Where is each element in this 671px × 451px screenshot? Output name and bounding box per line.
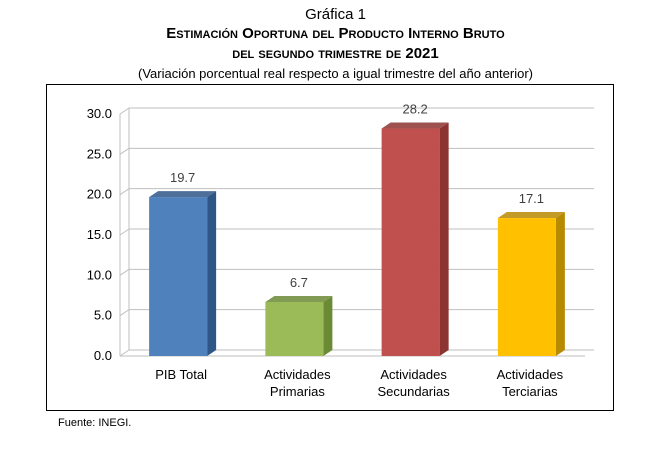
gridline-depth — [119, 107, 130, 115]
y-tick-label: 15.0 — [87, 227, 112, 242]
x-tick-label: Actividades — [380, 367, 447, 382]
bar-top — [149, 191, 217, 198]
x-tick-label: Terciarias — [502, 384, 558, 399]
bar-side — [439, 122, 449, 356]
bar — [149, 197, 208, 356]
bar-chart: 0.0 5.0 10.0 15.0 20.0 25.0 30.0 19.7 PIB Total 6… — [87, 102, 594, 399]
bar-top — [265, 295, 333, 302]
bar — [497, 218, 556, 356]
y-tick-label: 30.0 — [87, 106, 112, 121]
y-tick-label: 20.0 — [87, 187, 112, 202]
data-label: 28.2 — [402, 102, 427, 117]
chart-frame — [46, 84, 614, 411]
bar-top — [497, 212, 565, 219]
gridline-depth — [119, 147, 130, 155]
y-tick-label: 25.0 — [87, 146, 112, 161]
bar-side — [323, 295, 333, 356]
gridline-depth — [119, 268, 130, 276]
bar-side — [555, 212, 565, 356]
bar-top — [381, 122, 449, 129]
y-tick-label: 5.0 — [94, 308, 112, 323]
gridline-depth — [119, 349, 130, 357]
y-tick-label: 10.0 — [87, 267, 112, 282]
gridline-depth — [119, 228, 130, 236]
x-tick-label: Primarias — [270, 384, 325, 399]
chart-label: Gráfica 1 — [305, 6, 366, 23]
x-tick-label: Actividades — [264, 367, 331, 382]
source-note: Fuente: INEGI. — [58, 417, 132, 429]
y-tick-label: 0.0 — [94, 348, 112, 363]
x-tick-label: Actividades — [497, 367, 564, 382]
data-label: 19.7 — [170, 170, 195, 185]
bar — [381, 128, 440, 356]
chart-subtitle: (Variación porcentual real respecto a ig… — [137, 66, 533, 81]
bar-side — [207, 191, 217, 356]
gridline-depth — [119, 309, 130, 317]
chart-title-line1: Estimación Oportuna del Producto Interno… — [166, 25, 505, 42]
gridline-depth — [119, 188, 130, 196]
bar — [265, 301, 324, 356]
data-label: 6.7 — [290, 275, 308, 290]
x-tick-label: PIB Total — [155, 367, 207, 382]
chart-title-line2: del segundo trimestre de 2021 — [232, 45, 439, 62]
data-label: 17.1 — [519, 191, 544, 206]
x-tick-label: Secundarias — [377, 384, 450, 399]
